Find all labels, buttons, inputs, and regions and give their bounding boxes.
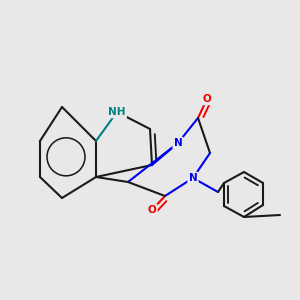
- Text: N: N: [189, 173, 197, 183]
- Text: NH: NH: [108, 107, 126, 117]
- Text: O: O: [202, 94, 211, 104]
- Text: N: N: [174, 138, 182, 148]
- Text: O: O: [148, 205, 156, 215]
